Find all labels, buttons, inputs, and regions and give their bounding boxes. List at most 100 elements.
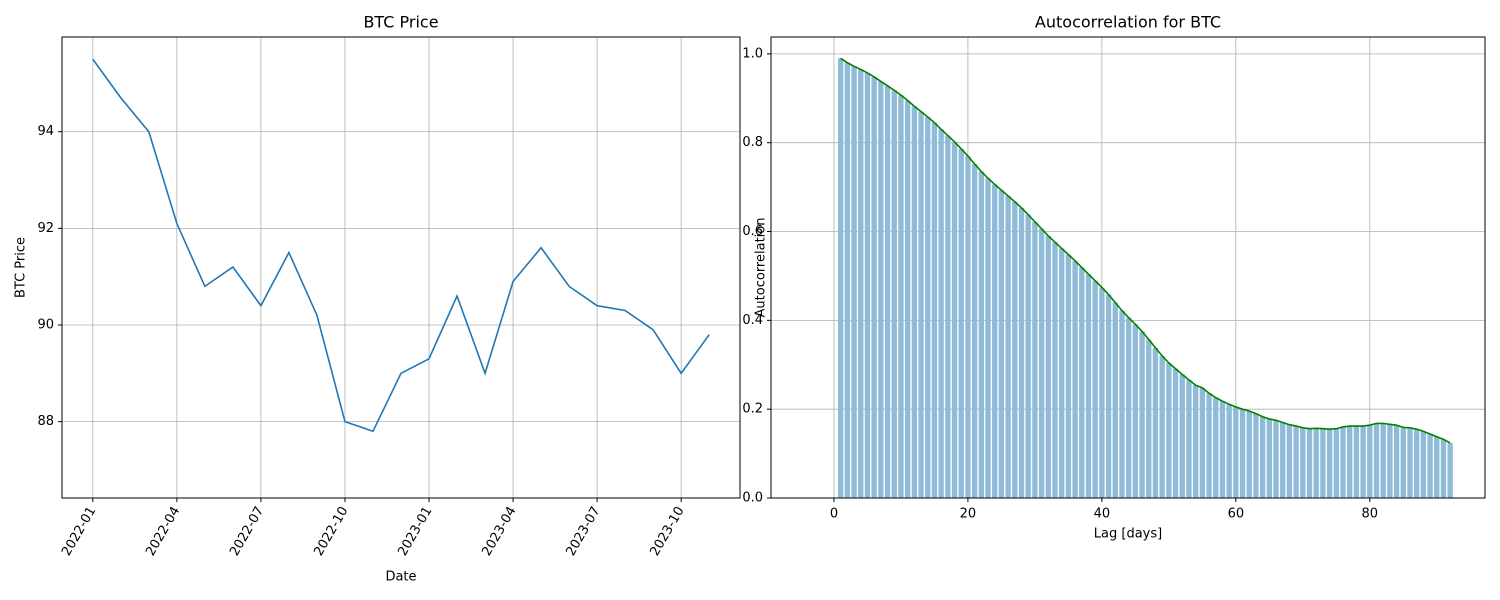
x-axis-label: Lag [days] xyxy=(1094,527,1162,542)
y-tick-label: 94 xyxy=(37,124,54,139)
data-line xyxy=(840,57,1451,444)
plot-frame xyxy=(770,36,1486,499)
bar xyxy=(1105,294,1112,498)
bar xyxy=(1192,385,1199,498)
bar xyxy=(1119,310,1125,498)
y-tick-label: 92 xyxy=(37,221,54,236)
bar xyxy=(1186,379,1192,498)
bar xyxy=(1293,426,1299,498)
y-tick-label: 90 xyxy=(37,318,54,333)
y-axis-label: BTC Price xyxy=(14,237,29,298)
x-tick-label: 0 xyxy=(830,507,838,522)
bar xyxy=(1380,423,1386,498)
bar xyxy=(925,116,931,498)
bar xyxy=(851,66,857,499)
bar xyxy=(992,184,998,498)
bar xyxy=(1112,302,1118,498)
x-tick-label: 2023-01 xyxy=(395,504,435,559)
bar xyxy=(965,156,971,498)
bar xyxy=(1434,436,1440,498)
bar xyxy=(837,58,844,498)
bar xyxy=(1333,428,1339,498)
bar xyxy=(1018,207,1025,498)
chart-title: BTC Price xyxy=(363,13,438,32)
bar xyxy=(884,85,891,498)
bar xyxy=(1139,331,1145,498)
bar xyxy=(945,135,951,498)
bar xyxy=(971,164,978,498)
bar xyxy=(1072,260,1078,498)
y-tick-label: 0.6 xyxy=(742,224,763,239)
bar xyxy=(1420,431,1427,498)
bar xyxy=(1032,221,1038,498)
bar xyxy=(878,81,884,499)
bar xyxy=(1092,280,1098,498)
x-tick-label: 2022-10 xyxy=(311,504,351,559)
x-tick-label: 2022-01 xyxy=(59,504,99,559)
x-tick-label: 2023-10 xyxy=(648,504,688,559)
bar xyxy=(1219,401,1226,498)
bar xyxy=(844,62,851,498)
x-tick-label: 2023-04 xyxy=(479,504,519,559)
bar xyxy=(978,171,984,498)
bar xyxy=(1387,424,1393,498)
y-tick-label: 0.8 xyxy=(742,135,763,150)
bar xyxy=(1373,423,1380,498)
bar xyxy=(1393,425,1400,498)
x-tick-label: 40 xyxy=(1094,507,1111,522)
bar xyxy=(1340,426,1346,498)
y-tick-label: 88 xyxy=(37,414,54,429)
bar xyxy=(938,129,944,498)
bar xyxy=(904,100,911,498)
bar xyxy=(911,106,918,498)
bar xyxy=(864,72,871,498)
bar xyxy=(1273,420,1279,498)
bar xyxy=(985,178,991,499)
bar xyxy=(1266,418,1273,498)
bar xyxy=(858,69,864,498)
bar xyxy=(1300,427,1306,498)
bar xyxy=(1085,274,1092,498)
bar xyxy=(998,190,1005,499)
bar xyxy=(1045,235,1051,499)
bar xyxy=(1152,347,1159,498)
y-tick-label: 0.0 xyxy=(742,491,763,506)
bar xyxy=(1353,426,1360,498)
bar xyxy=(1414,429,1420,498)
bar xyxy=(1280,422,1286,498)
y-tick-label: 0.2 xyxy=(742,402,763,417)
bar xyxy=(1159,355,1165,498)
data-line xyxy=(92,58,710,433)
bar xyxy=(1005,195,1011,498)
bar xyxy=(891,90,897,498)
bar xyxy=(1025,214,1031,498)
bar xyxy=(1213,397,1219,498)
bar xyxy=(1367,425,1373,498)
bar xyxy=(1259,416,1266,498)
bar xyxy=(1360,426,1366,498)
x-tick-label: 80 xyxy=(1362,507,1379,522)
bar xyxy=(1347,426,1353,498)
bar xyxy=(1239,409,1246,498)
x-axis-label: Date xyxy=(385,570,416,585)
bar xyxy=(1246,410,1252,498)
bar xyxy=(1326,429,1333,498)
bar xyxy=(1407,427,1413,498)
bar xyxy=(1206,393,1212,498)
bar xyxy=(898,95,904,499)
bar xyxy=(1099,287,1105,498)
x-tick-label: 2022-07 xyxy=(227,504,267,559)
bar xyxy=(1427,434,1433,498)
x-tick-label: 60 xyxy=(1228,507,1245,522)
bar xyxy=(1065,254,1072,498)
bar xyxy=(918,111,924,498)
bar xyxy=(1286,424,1293,498)
bar xyxy=(1146,339,1152,498)
bar xyxy=(1052,242,1058,498)
bar xyxy=(1447,442,1453,498)
bar xyxy=(1179,374,1185,498)
bar xyxy=(1226,404,1232,498)
bar xyxy=(1320,428,1326,498)
y-tick-label: 0.4 xyxy=(742,313,763,328)
